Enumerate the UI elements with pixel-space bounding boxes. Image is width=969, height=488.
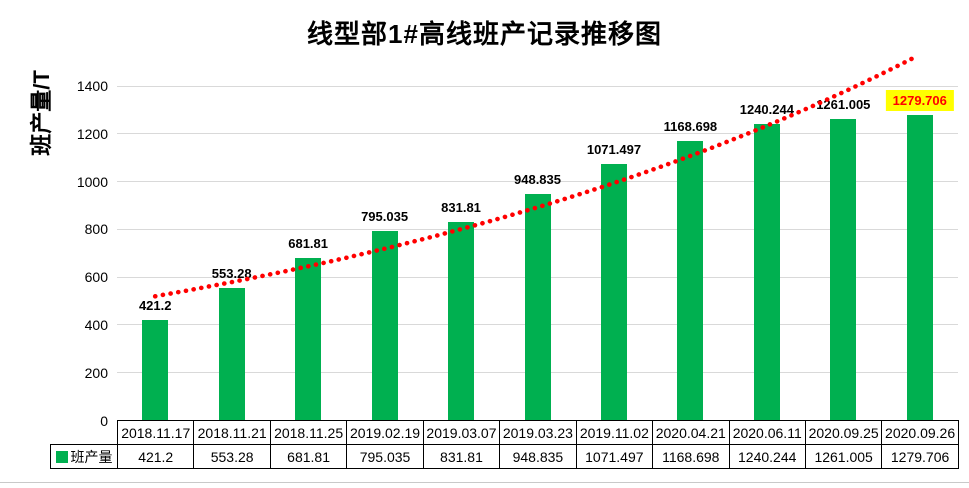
- y-tick-label: 600: [84, 269, 108, 286]
- date-cell: 2020.09.25: [804, 420, 883, 445]
- date-cell: 2020.09.26: [881, 420, 959, 445]
- date-cell: 2020.06.11: [728, 420, 806, 445]
- date-cell: 2018.11.21: [193, 420, 271, 445]
- bar-value-label: 795.035: [361, 208, 409, 224]
- y-axis-title: 班产量/T: [29, 70, 54, 156]
- y-tick-label: 1000: [76, 173, 108, 190]
- bar: [600, 164, 627, 421]
- value-cell: 831.81: [422, 444, 501, 469]
- bottom-divider: [0, 482, 969, 483]
- date-cell: 2020.04.21: [652, 420, 730, 445]
- bar-value-label: 948.835: [514, 171, 561, 187]
- bar: [295, 257, 322, 421]
- value-cell: 553.28: [193, 444, 271, 469]
- bar: [448, 221, 475, 421]
- bar: [677, 141, 704, 421]
- y-tick-label: 400: [84, 316, 108, 333]
- bar-value-label-highlighted: 1279.706: [885, 89, 954, 111]
- bar-value-label: 1168.698: [663, 119, 718, 135]
- value-cell: 1168.698: [652, 444, 730, 469]
- bar-value-label: 681.81: [288, 235, 329, 251]
- date-cell: 2019.11.02: [575, 420, 654, 445]
- bar-value-label: 1240.244: [739, 102, 794, 118]
- bar: [524, 193, 551, 421]
- bar-value-label: 831.81: [441, 199, 481, 215]
- data-table: 2018.11.17 2018.11.21 2018.11.25 2019.02.19…: [50, 420, 959, 469]
- bar: [906, 114, 933, 421]
- bar-value-label: 1261.005: [816, 97, 871, 113]
- values-row: 班产量 421.2 553.28 681.81 795.035 831.81 948.835…: [50, 444, 959, 469]
- gridline: [117, 85, 958, 87]
- value-cell: 948.835: [499, 444, 577, 469]
- table-corner-blank: [51, 421, 118, 445]
- value-cell: 1279.706: [881, 444, 959, 469]
- legend-label: 班产量: [70, 448, 113, 465]
- date-cell: 2018.11.17: [116, 420, 195, 445]
- bar: [371, 230, 398, 421]
- value-cell: 421.2: [116, 444, 195, 469]
- bar-value-label: 553.28: [211, 266, 252, 282]
- y-tick-label: 0: [100, 412, 108, 429]
- bar: [142, 319, 169, 421]
- date-cell: 2018.11.25: [269, 420, 348, 445]
- value-cell: 681.81: [269, 444, 348, 469]
- y-tick-label: 1400: [76, 78, 108, 94]
- chart-title: 线型部1#高线班产记录推移图: [307, 19, 662, 49]
- bar-value-label: 1071.497: [586, 142, 642, 158]
- value-cell: 795.035: [346, 444, 424, 469]
- bar-value-label: 421.2: [138, 297, 172, 313]
- value-cell: 1071.497: [575, 444, 654, 469]
- bar: [218, 288, 245, 421]
- value-cell: 1240.244: [728, 444, 806, 469]
- legend-swatch-icon: [55, 450, 68, 463]
- dates-row: 2018.11.17 2018.11.21 2018.11.25 2019.02.19…: [51, 420, 959, 445]
- bar: [753, 124, 780, 421]
- y-tick-label: 1200: [76, 125, 108, 142]
- legend-cell: 班产量: [50, 444, 118, 469]
- date-cell: 2019.02.19: [346, 420, 424, 445]
- value-cell: 1261.005: [804, 444, 883, 469]
- y-tick-label: 800: [84, 221, 108, 238]
- y-tick-label: 200: [84, 364, 108, 381]
- bar: [830, 119, 857, 421]
- date-cell: 2019.03.23: [499, 420, 577, 445]
- date-cell: 2019.03.07: [422, 420, 501, 445]
